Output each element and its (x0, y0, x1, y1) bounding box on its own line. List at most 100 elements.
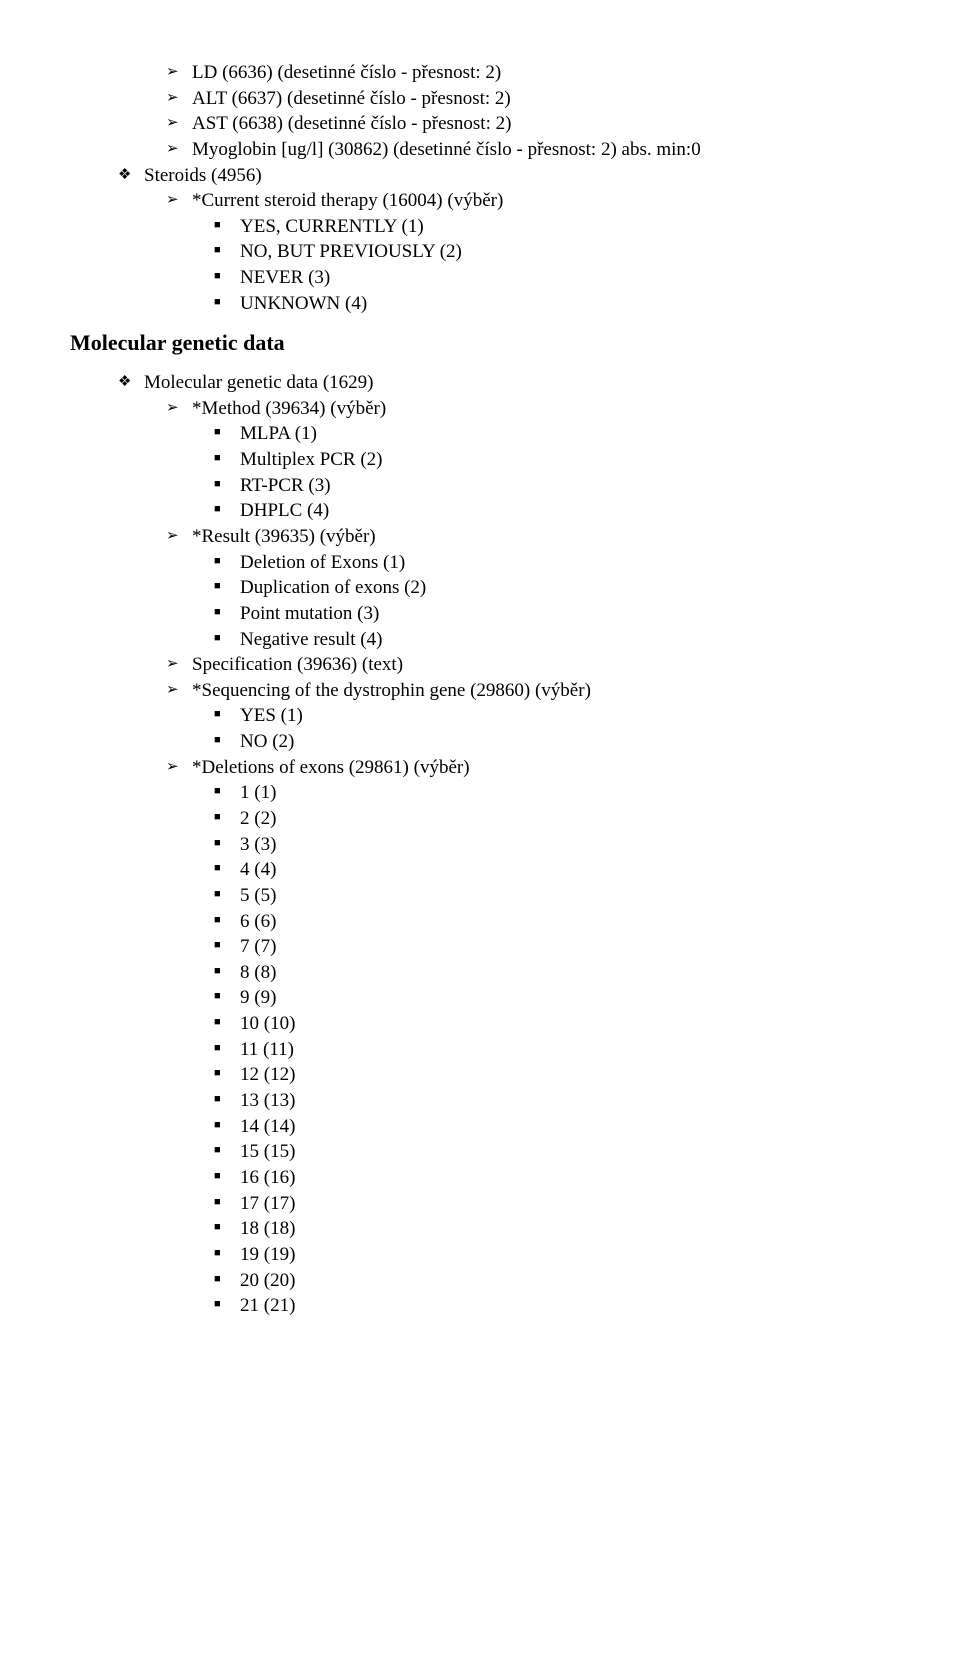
list-item: ❖Steroids (4956) (118, 163, 890, 189)
diamond-icon: ❖ (118, 163, 144, 185)
text: 4 (4) (240, 857, 276, 883)
list-item: ■7 (7) (214, 934, 890, 960)
square-icon: ■ (214, 1268, 240, 1287)
list-item: ■20 (20) (214, 1268, 890, 1294)
square-icon: ■ (214, 421, 240, 440)
square-icon: ■ (214, 985, 240, 1004)
text: LD (6636) (desetinné číslo - přesnost: 2… (192, 60, 501, 86)
arrow-icon: ➢ (166, 524, 192, 546)
square-icon: ■ (214, 214, 240, 233)
list-item: ■17 (17) (214, 1191, 890, 1217)
text: 15 (15) (240, 1139, 295, 1165)
text: *Result (39635) (výběr) (192, 524, 376, 550)
text: 19 (19) (240, 1242, 295, 1268)
list-item: ■NO, BUT PREVIOUSLY (2) (214, 239, 890, 265)
text: *Method (39634) (výběr) (192, 396, 386, 422)
square-icon: ■ (214, 909, 240, 928)
text: Deletion of Exons (1) (240, 550, 405, 576)
list-item: ■YES, CURRENTLY (1) (214, 214, 890, 240)
square-icon: ■ (214, 729, 240, 748)
square-icon: ■ (214, 265, 240, 284)
square-icon: ■ (214, 1139, 240, 1158)
text: 11 (11) (240, 1037, 294, 1063)
square-icon: ■ (214, 1011, 240, 1030)
square-icon: ■ (214, 934, 240, 953)
arrow-icon: ➢ (166, 678, 192, 700)
list-item: ■12 (12) (214, 1062, 890, 1088)
list-item: ➢*Method (39634) (výběr) (166, 396, 890, 422)
list-item: ■YES (1) (214, 703, 890, 729)
text: MLPA (1) (240, 421, 317, 447)
arrow-icon: ➢ (166, 755, 192, 777)
text: Point mutation (3) (240, 601, 379, 627)
list-item: ■UNKNOWN (4) (214, 291, 890, 317)
list-item: ■3 (3) (214, 832, 890, 858)
list-item: ■4 (4) (214, 857, 890, 883)
square-icon: ■ (214, 550, 240, 569)
list-item: ■13 (13) (214, 1088, 890, 1114)
text: *Current steroid therapy (16004) (výběr) (192, 188, 503, 214)
text: Steroids (4956) (144, 163, 262, 189)
list-item: ➢*Sequencing of the dystrophin gene (298… (166, 678, 890, 704)
text: *Deletions of exons (29861) (výběr) (192, 755, 470, 781)
list-item: ➢AST (6638) (desetinné číslo - přesnost:… (166, 111, 890, 137)
arrow-icon: ➢ (166, 652, 192, 674)
text: 16 (16) (240, 1165, 295, 1191)
list-item: ■16 (16) (214, 1165, 890, 1191)
list-item: ■10 (10) (214, 1011, 890, 1037)
list-item: ■11 (11) (214, 1037, 890, 1063)
text: NEVER (3) (240, 265, 330, 291)
list-item: ❖Molecular genetic data (1629) (118, 370, 890, 396)
list-item: ➢*Current steroid therapy (16004) (výběr… (166, 188, 890, 214)
list-item: ■Point mutation (3) (214, 601, 890, 627)
text: 14 (14) (240, 1114, 295, 1140)
square-icon: ■ (214, 703, 240, 722)
list-item: ■Deletion of Exons (1) (214, 550, 890, 576)
square-icon: ■ (214, 832, 240, 851)
text: DHPLC (4) (240, 498, 329, 524)
list-item: ■5 (5) (214, 883, 890, 909)
list-item: ➢*Deletions of exons (29861) (výběr) (166, 755, 890, 781)
square-icon: ■ (214, 447, 240, 466)
arrow-icon: ➢ (166, 396, 192, 418)
text: 7 (7) (240, 934, 276, 960)
list-item: ➢Myoglobin [ug/l] (30862) (desetinné čís… (166, 137, 890, 163)
list-item: ■NO (2) (214, 729, 890, 755)
text: 9 (9) (240, 985, 276, 1011)
list-item: ■6 (6) (214, 909, 890, 935)
square-icon: ■ (214, 1165, 240, 1184)
square-icon: ■ (214, 1293, 240, 1312)
diamond-icon: ❖ (118, 370, 144, 392)
text: YES, CURRENTLY (1) (240, 214, 424, 240)
square-icon: ■ (214, 1191, 240, 1210)
list-item: ■21 (21) (214, 1293, 890, 1319)
text: ALT (6637) (desetinné číslo - přesnost: … (192, 86, 511, 112)
text: RT-PCR (3) (240, 473, 331, 499)
list-item: ■Negative result (4) (214, 627, 890, 653)
text: UNKNOWN (4) (240, 291, 367, 317)
text: 21 (21) (240, 1293, 295, 1319)
list-item: ■DHPLC (4) (214, 498, 890, 524)
square-icon: ■ (214, 857, 240, 876)
square-icon: ■ (214, 627, 240, 646)
list-item: ➢LD (6636) (desetinné číslo - přesnost: … (166, 60, 890, 86)
list-item: ■NEVER (3) (214, 265, 890, 291)
square-icon: ■ (214, 1216, 240, 1235)
text: Myoglobin [ug/l] (30862) (desetinné čísl… (192, 137, 701, 163)
text: YES (1) (240, 703, 303, 729)
list-item: ➢Specification (39636) (text) (166, 652, 890, 678)
arrow-icon: ➢ (166, 86, 192, 108)
list-item: ■19 (19) (214, 1242, 890, 1268)
list-item: ➢*Result (39635) (výběr) (166, 524, 890, 550)
square-icon: ■ (214, 806, 240, 825)
text: 20 (20) (240, 1268, 295, 1294)
list-item: ■14 (14) (214, 1114, 890, 1140)
square-icon: ■ (214, 780, 240, 799)
square-icon: ■ (214, 473, 240, 492)
text: 2 (2) (240, 806, 276, 832)
text: NO (2) (240, 729, 294, 755)
text: 10 (10) (240, 1011, 295, 1037)
list-item: ■Multiplex PCR (2) (214, 447, 890, 473)
text: 8 (8) (240, 960, 276, 986)
list-item: ■Duplication of exons (2) (214, 575, 890, 601)
